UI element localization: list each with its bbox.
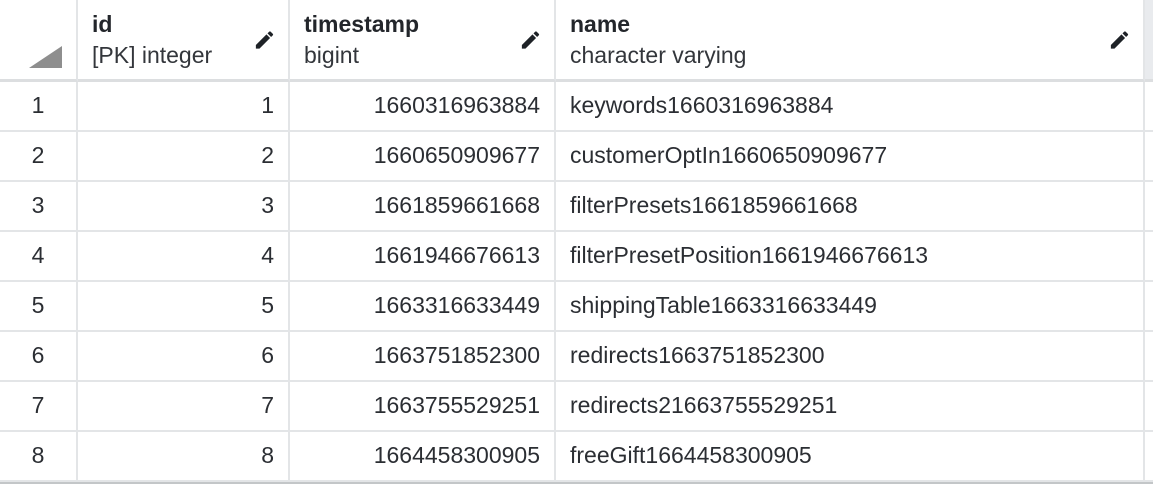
row-header-4[interactable]: 4: [0, 232, 78, 282]
cell-name[interactable]: freeGift1664458300905: [556, 432, 1145, 482]
cell-id[interactable]: 5: [78, 282, 290, 332]
grid-row-filler: [1145, 132, 1153, 182]
select-all-corner-button[interactable]: [0, 0, 78, 82]
column-type-label: bigint: [304, 42, 359, 68]
cell-id[interactable]: 1: [78, 82, 290, 132]
edit-pencil-icon[interactable]: [253, 28, 276, 51]
cell-timestamp[interactable]: 1663755529251: [290, 382, 556, 432]
edit-pencil-icon[interactable]: [1108, 28, 1131, 51]
edit-pencil-icon[interactable]: [519, 28, 542, 51]
grid-row-filler: [1145, 382, 1153, 432]
row-header-3[interactable]: 3: [0, 182, 78, 232]
row-header-8[interactable]: 8: [0, 432, 78, 482]
cell-name[interactable]: shippingTable1663316633449: [556, 282, 1145, 332]
cell-id[interactable]: 3: [78, 182, 290, 232]
grid-row-filler: [1145, 282, 1153, 332]
cell-id[interactable]: 4: [78, 232, 290, 282]
cell-name[interactable]: filterPresetPosition1661946676613: [556, 232, 1145, 282]
row-header-2[interactable]: 2: [0, 132, 78, 182]
cell-name[interactable]: customerOptIn1660650909677: [556, 132, 1145, 182]
select-all-triangle-icon: [29, 46, 62, 68]
grid-row-filler: [1145, 432, 1153, 482]
cell-id[interactable]: 2: [78, 132, 290, 182]
row-header-6[interactable]: 6: [0, 332, 78, 382]
grid-row-filler: [1145, 332, 1153, 382]
column-name-label: timestamp: [304, 11, 420, 37]
grid-header-filler: [1145, 0, 1153, 82]
cell-id[interactable]: 8: [78, 432, 290, 482]
grid-row-filler: [1145, 82, 1153, 132]
cell-timestamp[interactable]: 1664458300905: [290, 432, 556, 482]
cell-name[interactable]: redirects1663751852300: [556, 332, 1145, 382]
column-header-timestamp[interactable]: timestamp bigint: [290, 0, 556, 82]
row-header-5[interactable]: 5: [0, 282, 78, 332]
cell-name[interactable]: keywords1660316963884: [556, 82, 1145, 132]
row-header-1[interactable]: 1: [0, 82, 78, 132]
column-name-label: name: [570, 11, 631, 37]
grid-row-filler: [1145, 232, 1153, 282]
column-header-id[interactable]: id [PK] integer: [78, 0, 290, 82]
cell-timestamp[interactable]: 1663751852300: [290, 332, 556, 382]
column-type-label: [PK] integer: [92, 42, 213, 68]
row-header-7[interactable]: 7: [0, 382, 78, 432]
grid-row-filler: [1145, 182, 1153, 232]
cell-name[interactable]: redirects21663755529251: [556, 382, 1145, 432]
cell-timestamp[interactable]: 1660316963884: [290, 82, 556, 132]
column-name-label: id: [92, 11, 113, 37]
cell-id[interactable]: 6: [78, 332, 290, 382]
cell-timestamp[interactable]: 1661946676613: [290, 232, 556, 282]
column-type-label: character varying: [570, 42, 747, 68]
cell-timestamp[interactable]: 1661859661668: [290, 182, 556, 232]
cell-id[interactable]: 7: [78, 382, 290, 432]
cell-name[interactable]: filterPresets1661859661668: [556, 182, 1145, 232]
column-header-name[interactable]: name character varying: [556, 0, 1145, 82]
cell-timestamp[interactable]: 1660650909677: [290, 132, 556, 182]
cell-timestamp[interactable]: 1663316633449: [290, 282, 556, 332]
